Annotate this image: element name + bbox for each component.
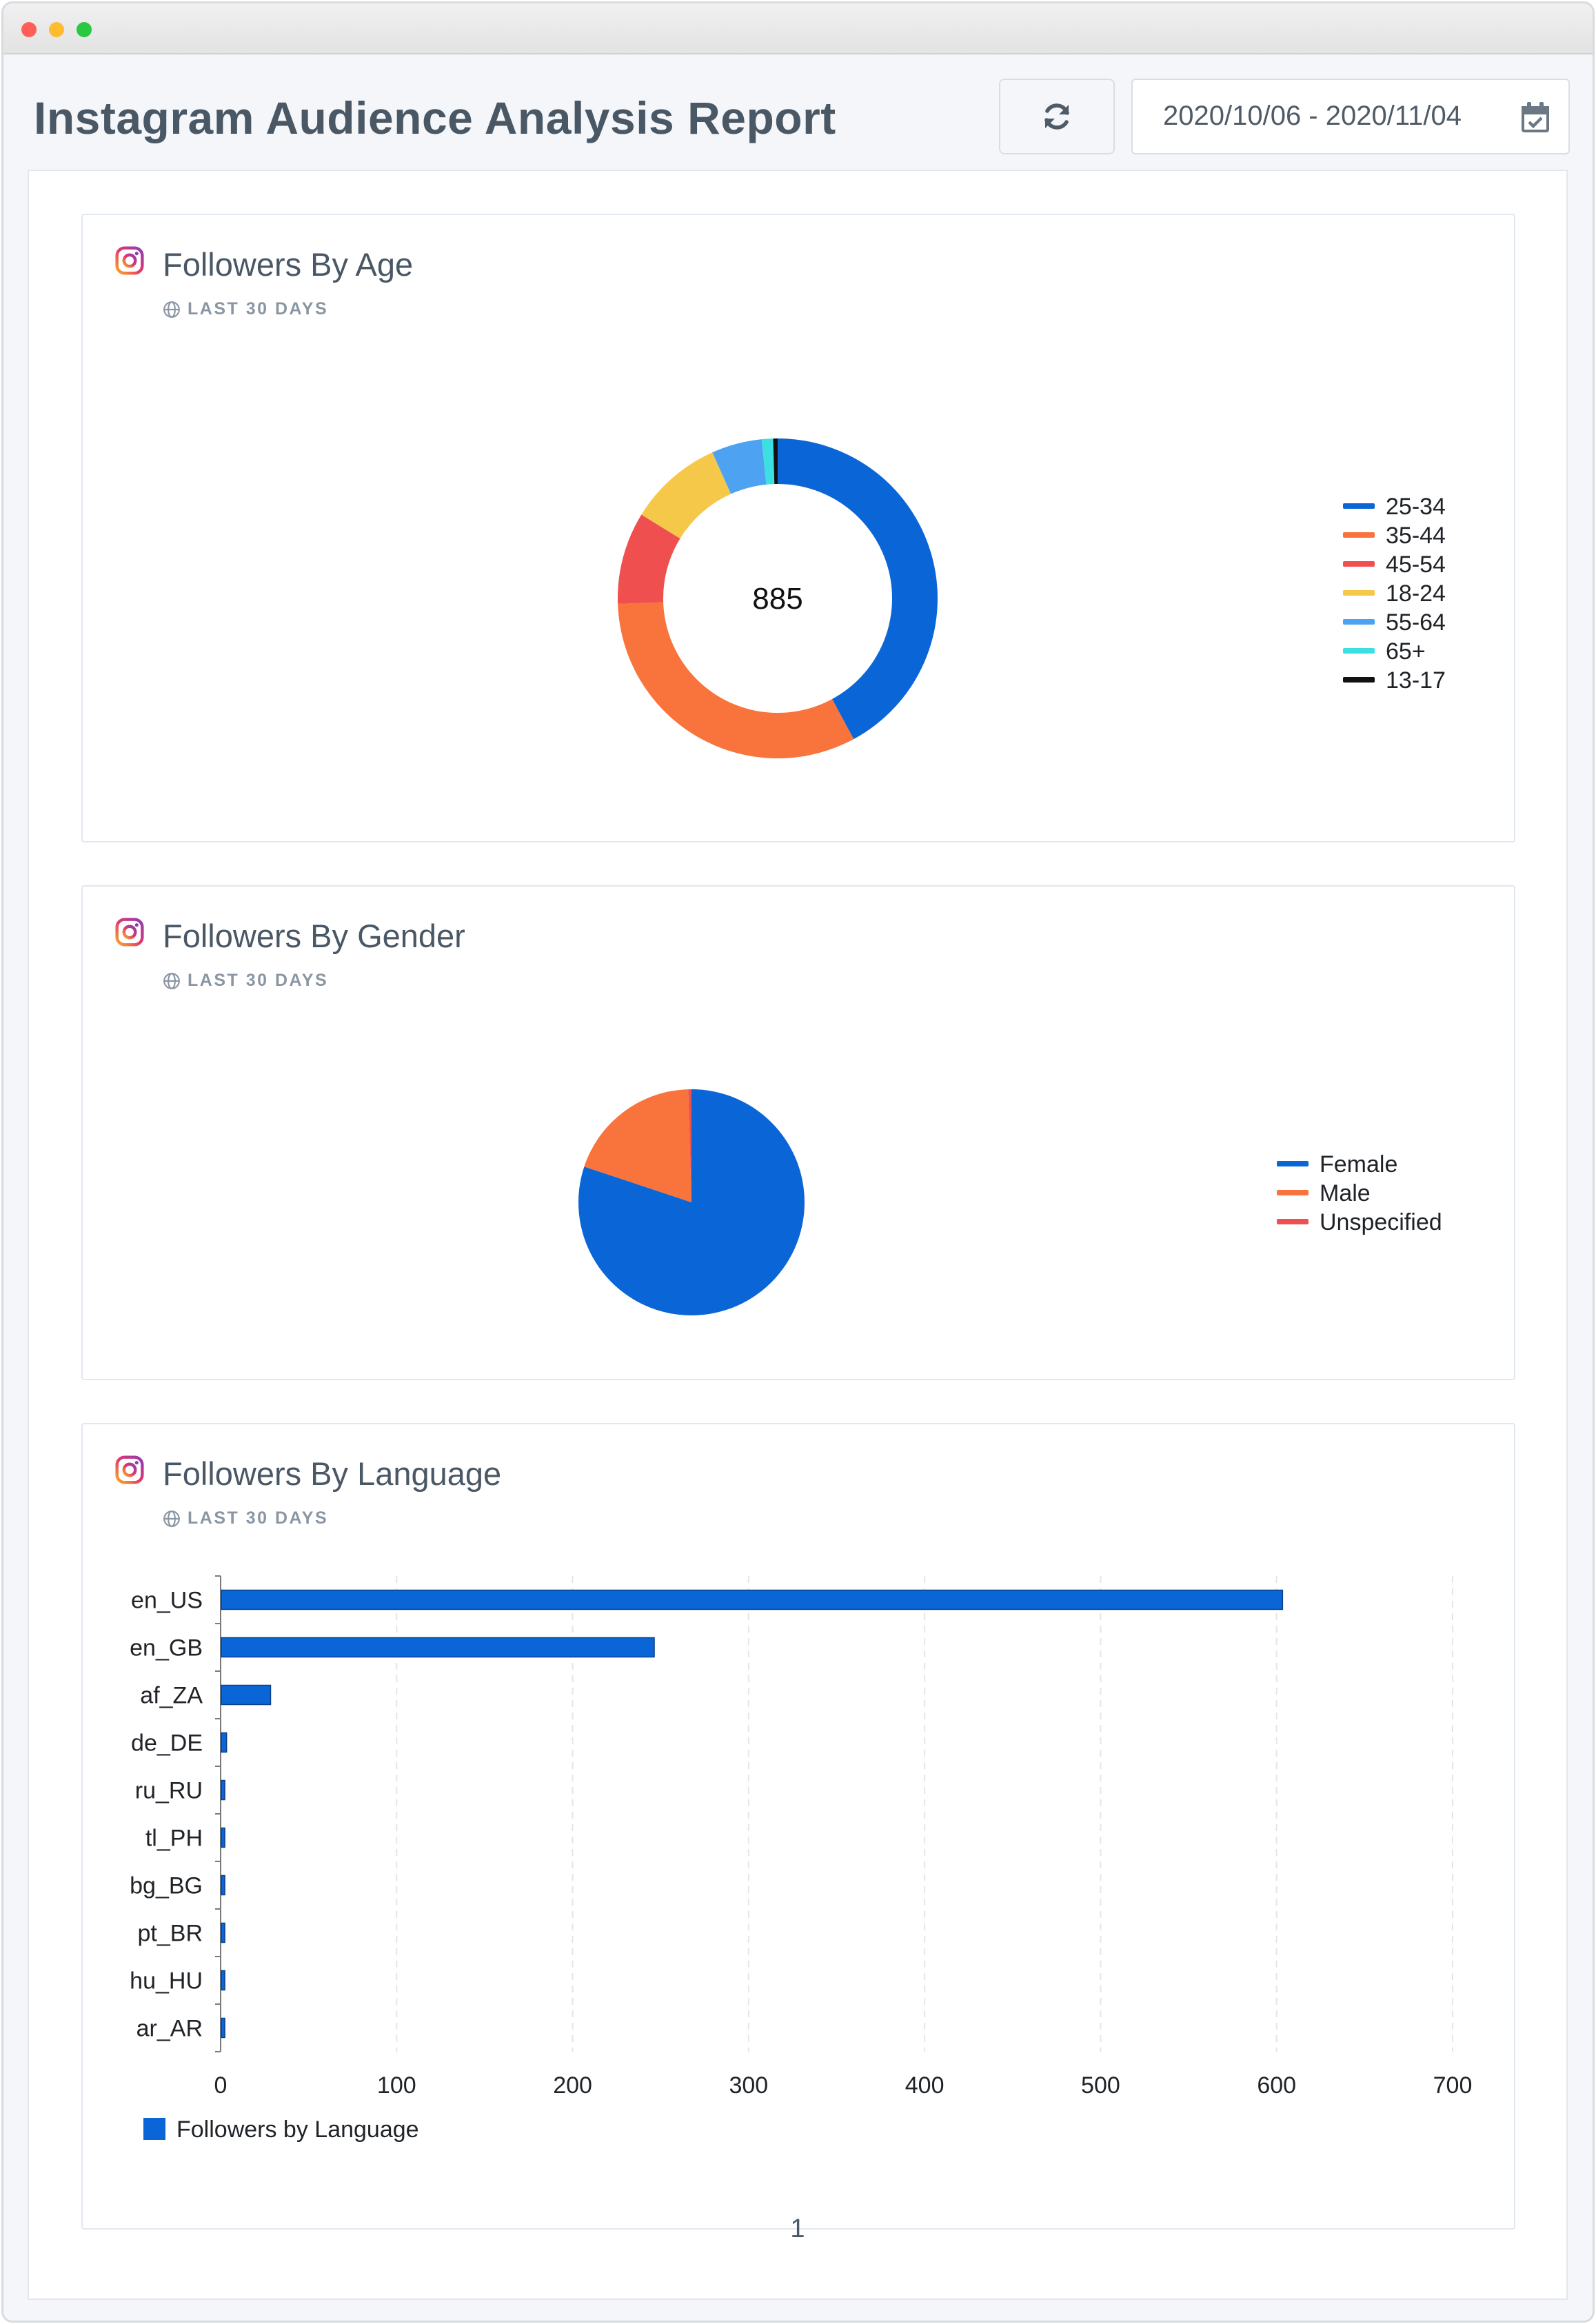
legend-label: 18-24: [1386, 580, 1446, 607]
pie-slice-35-44: [618, 602, 854, 758]
followers-by-gender-card: Followers By Gender LAST 30 DAYS Female M…: [81, 885, 1515, 1380]
bar-de-de: [221, 1732, 228, 1753]
legend-label: Female: [1320, 1151, 1397, 1178]
legend-label: Followers by Language: [176, 2116, 419, 2143]
y-tick-label: ru_RU: [135, 1778, 203, 1804]
x-tick-label: 200: [553, 2072, 592, 2099]
bar-bg-bg: [221, 1875, 225, 1896]
legend-swatch: [1343, 677, 1375, 683]
legend-label: 13-17: [1386, 667, 1446, 694]
followers-by-age-card: Followers By Age LAST 30 DAYS 885 25-34 35…: [81, 214, 1515, 842]
report-page: Followers By Age LAST 30 DAYS 885 25-34 35…: [28, 170, 1568, 2300]
legend-label: Unspecified: [1320, 1209, 1442, 1235]
pie-slice-55-64: [712, 439, 767, 494]
x-tick-label: 500: [1081, 2072, 1120, 2099]
y-tick-label: bg_BG: [130, 1873, 203, 1899]
instagram-icon: [115, 1455, 144, 1484]
y-tick-label: de_DE: [131, 1730, 203, 1757]
legend-swatch: [1343, 619, 1375, 625]
pie-slice-45-54: [618, 514, 680, 604]
bar-ru-ru: [221, 1779, 225, 1801]
bar-hu-hu: [221, 1970, 225, 1991]
report-title: Instagram Audience Analysis Report: [34, 92, 836, 143]
bar-pt-br: [221, 1922, 225, 1943]
followers-by-language-card: Followers By Language LAST 30 DAYS 0 100 2…: [81, 1423, 1515, 2230]
legend-swatch: [1343, 648, 1375, 654]
bar-ar-ar: [221, 2017, 225, 2039]
x-tick-label: 400: [905, 2072, 945, 2099]
legend-label: Male: [1320, 1180, 1371, 1206]
card-subtitle-text: LAST 30 DAYS: [188, 971, 329, 990]
y-tick-label: hu_HU: [130, 1968, 203, 1994]
legend-swatch: [1343, 503, 1375, 509]
card-title: Followers By Language: [163, 1455, 502, 1492]
card-subtitle: LAST 30 DAYS: [163, 299, 328, 319]
card-subtitle: LAST 30 DAYS: [163, 1508, 328, 1528]
card-subtitle-text: LAST 30 DAYS: [188, 299, 329, 319]
x-tick-label: 0: [214, 2072, 228, 2099]
x-tick-label: 700: [1433, 2072, 1473, 2099]
y-tick-label: pt_BR: [138, 1921, 203, 1947]
card-subtitle-text: LAST 30 DAYS: [188, 1508, 329, 1528]
bar-tl-ph: [221, 1827, 225, 1848]
minimize-window-button[interactable]: [49, 22, 64, 37]
bar-en-us: [221, 1589, 1284, 1610]
legend-swatch: [1277, 1190, 1309, 1195]
legend-swatch: [143, 2118, 165, 2140]
card-title: Followers By Age: [163, 246, 414, 283]
donut-center-total: 885: [752, 582, 802, 616]
legend-swatch: [1277, 1219, 1309, 1224]
date-range-value: 2020/10/06 - 2020/11/04: [1163, 101, 1462, 131]
instagram-icon: [115, 918, 144, 947]
legend-swatch: [1343, 532, 1375, 538]
refresh-icon: [1044, 103, 1069, 130]
date-range-picker[interactable]: 2020/10/06 - 2020/11/04: [1131, 79, 1570, 154]
legend-label: 45-54: [1386, 552, 1446, 578]
legend-swatch: [1277, 1161, 1309, 1166]
calendar-check-icon: [1522, 102, 1549, 132]
x-tick-label: 600: [1257, 2072, 1296, 2099]
pie-slice-unspecified: [688, 1089, 691, 1202]
globe-icon: [163, 301, 180, 318]
pie-slice-25-34: [778, 438, 938, 740]
legend-swatch: [1343, 561, 1375, 567]
page-number: 1: [790, 2214, 805, 2243]
close-window-button[interactable]: [21, 22, 37, 37]
legend-label: 65+: [1386, 638, 1426, 665]
pie-slice-13-17: [773, 438, 778, 485]
y-tick-label: en_GB: [130, 1635, 203, 1661]
legend-label: 25-34: [1386, 494, 1446, 520]
bar-af-za: [221, 1684, 272, 1706]
globe-icon: [163, 1510, 180, 1527]
instagram-icon: [115, 246, 144, 275]
bar-en-gb: [221, 1637, 655, 1658]
pie-slice-male: [584, 1089, 691, 1202]
y-tick-label: en_US: [131, 1588, 203, 1614]
globe-icon: [163, 972, 180, 989]
y-tick-label: af_ZA: [140, 1683, 203, 1709]
maximize-window-button[interactable]: [77, 22, 92, 37]
pie-slice-65-: [761, 438, 775, 485]
legend-label: 35-44: [1386, 523, 1446, 549]
y-tick-label: tl_PH: [145, 1826, 203, 1852]
x-tick-label: 300: [729, 2072, 768, 2099]
followers-by-language-chart: 0 100 200 300 400 500 600 700 en_US en_GB af_ZA de_…: [130, 1575, 1473, 2143]
x-tick-label: 100: [377, 2072, 416, 2099]
legend-swatch: [1343, 590, 1375, 596]
card-subtitle: LAST 30 DAYS: [163, 971, 328, 991]
window-titlebar: [3, 3, 1593, 54]
pie-slice-18-24: [641, 452, 731, 539]
refresh-button[interactable]: [999, 79, 1115, 154]
y-tick-label: ar_AR: [137, 2016, 203, 2042]
legend-label: 55-64: [1386, 609, 1446, 636]
card-title: Followers By Gender: [163, 918, 465, 954]
